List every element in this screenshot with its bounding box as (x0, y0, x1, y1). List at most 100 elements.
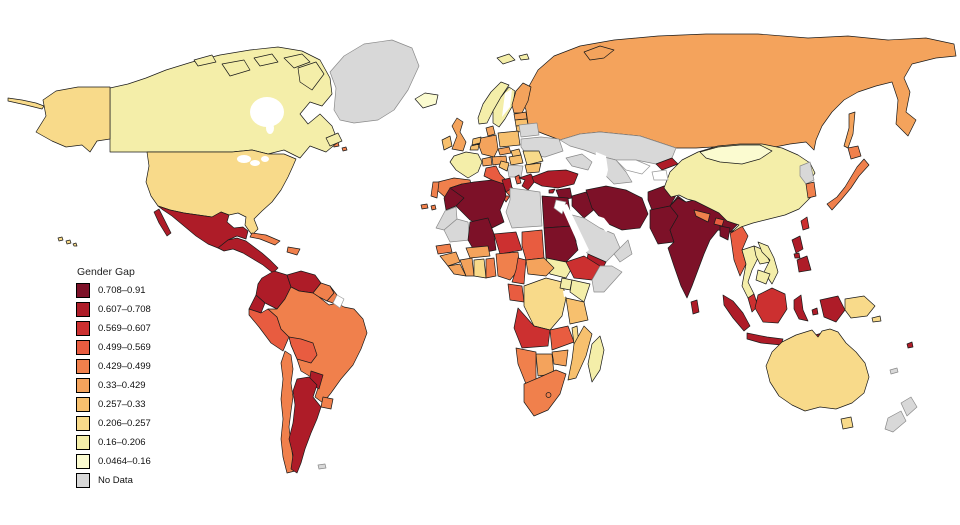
country-belgium (469, 143, 480, 151)
legend-item: 0.16–0.206 (76, 435, 151, 450)
country-kenya (569, 279, 591, 303)
legend-item: 0.429–0.499 (76, 359, 151, 374)
legend-item: 0.206–0.257 (76, 416, 151, 431)
country-uzbekistan (615, 159, 651, 175)
legend-swatch (76, 435, 90, 450)
country-greenland (329, 39, 420, 124)
country-china (663, 143, 816, 234)
legend-label: 0.257–0.33 (98, 399, 146, 410)
country-south-korea (805, 181, 817, 199)
country-mexico (157, 205, 249, 249)
country-bangladesh (719, 225, 731, 241)
legend-label: 0.16–0.206 (98, 437, 146, 448)
country-lesotho (545, 392, 552, 398)
country-japan (826, 158, 870, 211)
country-spain (420, 203, 429, 210)
country-portugal (341, 146, 348, 152)
legend-item: 0.33–0.429 (76, 378, 151, 393)
country-iran (585, 185, 649, 231)
country-turkey (531, 169, 579, 189)
country-libya (505, 187, 543, 229)
country-indonesia (819, 295, 846, 323)
country-central-african-republic (525, 257, 555, 277)
legend-swatch (76, 473, 90, 488)
country-indonesia (793, 294, 809, 322)
country-spain (430, 204, 437, 211)
legend-item: 0.708–0.91 (76, 283, 151, 298)
country-bulgaria (524, 162, 542, 174)
country-central-america (217, 237, 279, 274)
country-united-states (7, 97, 45, 110)
country-benin-togo (485, 257, 497, 279)
legend-label: 0.569–0.607 (98, 323, 151, 334)
country-indonesia (722, 294, 751, 332)
legend-swatch (76, 416, 90, 431)
legend-swatch (76, 302, 90, 317)
country-netherlands (471, 136, 482, 146)
country-canada (253, 53, 279, 67)
country-algeria (449, 179, 507, 231)
country-burkina-faso (465, 245, 491, 259)
legend-swatch (76, 378, 90, 393)
legend-swatch (76, 397, 90, 412)
country-sri-lanka (690, 299, 700, 315)
country-argentina (288, 376, 322, 474)
country-germany (478, 134, 499, 158)
country-czechia (497, 146, 512, 156)
country-portugal (430, 181, 440, 199)
country-malaysia (754, 287, 788, 324)
country-mozambique (567, 325, 593, 381)
country-sudan (543, 225, 579, 263)
country-iceland (414, 92, 439, 109)
country-hungary (508, 154, 524, 166)
country-australia (765, 328, 870, 412)
country-united-states (35, 86, 111, 153)
country-fiji (906, 341, 914, 349)
country-ghana (473, 258, 487, 279)
country-croatia (498, 160, 510, 172)
country-new-zealand (900, 396, 918, 417)
country-canada (221, 59, 251, 77)
water-body (597, 216, 612, 232)
legend-swatch (76, 321, 90, 336)
country-papua-new-guinea (871, 315, 882, 323)
country-western-balkans (506, 164, 524, 178)
country-senegal (435, 243, 453, 255)
water-body (563, 290, 570, 297)
country-poland (497, 130, 521, 148)
country-new-zealand (884, 410, 907, 433)
legend-label: No Data (98, 475, 133, 486)
legend-item: 0.499–0.569 (76, 340, 151, 355)
country-ireland (441, 135, 453, 151)
country-zimbabwe (551, 349, 569, 367)
country-australia (840, 416, 854, 430)
country-somalia (591, 265, 623, 293)
country-nepal (693, 209, 711, 223)
water-body (266, 122, 274, 134)
country-brazil (267, 286, 368, 404)
country-japan (847, 145, 862, 160)
legend-item: 0.0464–0.16 (76, 454, 151, 469)
country-vietnam (757, 241, 779, 285)
legend-item: No Data (76, 473, 151, 488)
country-philippines (793, 252, 801, 259)
country-canada (297, 61, 325, 91)
country-tajikistan (651, 169, 669, 181)
country-norway (518, 53, 530, 61)
country-gabon-congo (507, 283, 525, 303)
water-body (250, 97, 284, 127)
country-russia (583, 45, 615, 61)
country-canada (325, 132, 343, 147)
country-switzerland (481, 156, 493, 167)
country-cyprus (548, 188, 556, 194)
country-indonesia (746, 332, 784, 346)
country-chad (521, 229, 545, 261)
country-caucasus (565, 153, 593, 171)
legend-swatch (76, 454, 90, 469)
country-philippines (791, 235, 804, 254)
legend-label: 0.607–0.708 (98, 304, 151, 315)
country-uruguay (320, 396, 334, 410)
country-norway (477, 81, 510, 125)
country-madagascar (587, 335, 605, 383)
